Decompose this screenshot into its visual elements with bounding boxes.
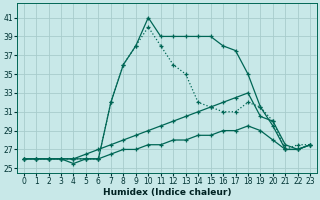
X-axis label: Humidex (Indice chaleur): Humidex (Indice chaleur)	[103, 188, 231, 197]
